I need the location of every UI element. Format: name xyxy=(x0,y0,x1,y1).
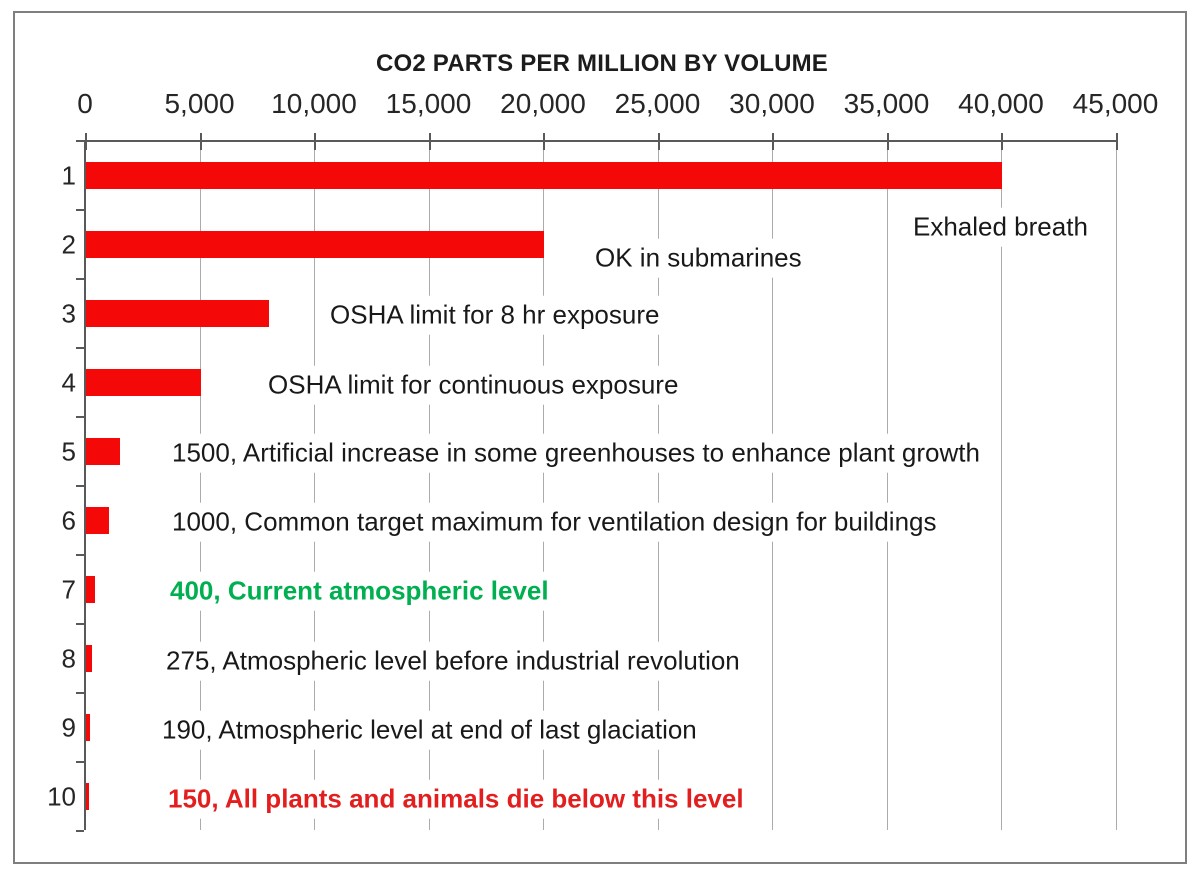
x-axis-tick-25,000 xyxy=(657,133,660,150)
y-axis-tick-9 xyxy=(76,761,84,763)
x-axis-label-0: 0 xyxy=(77,88,93,119)
bar-label-3: OSHA limit for 8 hr exposure xyxy=(320,295,670,335)
bar-row-5 xyxy=(86,438,121,465)
bar-label-5: 1500, Artificial increase in some greenh… xyxy=(162,433,990,473)
x-axis-label-40,000: 40,000 xyxy=(958,88,1044,119)
category-label-7: 7 xyxy=(61,574,76,604)
gridline-35,000 xyxy=(886,140,888,830)
bar-label-10: 150, All plants and animals die below th… xyxy=(158,779,754,819)
chart-title: CO2 PARTS PER MILLION BY VOLUME xyxy=(375,50,829,77)
bar-row-10 xyxy=(86,783,90,810)
y-axis-tick-2 xyxy=(76,278,84,280)
x-axis-label-15,000: 15,000 xyxy=(385,88,472,119)
y-axis-tick-1 xyxy=(76,209,84,211)
bar-label-4: OSHA limit for continuous exposure xyxy=(258,365,689,405)
bar-label-1: Exhaled breath xyxy=(903,207,1098,247)
x-axis-tick-35,000 xyxy=(886,133,889,150)
x-axis-tick-45,000 xyxy=(1115,133,1118,150)
gridline-25,000 xyxy=(657,140,659,830)
bar-row-6 xyxy=(86,507,109,534)
category-label-2: 2 xyxy=(61,229,76,259)
gridline-30,000 xyxy=(772,140,773,830)
bar-label-8: 275, Atmospheric level before industrial… xyxy=(156,641,750,681)
y-axis-tick-3 xyxy=(76,347,84,349)
y-axis-line xyxy=(84,140,86,830)
y-axis-tick-5 xyxy=(76,485,84,487)
gridline-20,000 xyxy=(543,140,544,830)
bar-row-2 xyxy=(86,231,544,258)
x-axis-label-45,000: 45,000 xyxy=(1072,88,1159,119)
category-label-10: 10 xyxy=(47,781,76,811)
x-axis-tick-15,000 xyxy=(428,133,431,150)
gridline-40,000 xyxy=(1001,140,1002,830)
gridline-5,000 xyxy=(199,140,201,830)
y-axis-tick-7 xyxy=(76,623,84,625)
gridline-45,000 xyxy=(1115,140,1117,830)
bar-row-3 xyxy=(86,300,270,327)
bar-label-6: 1000, Common target maximum for ventilat… xyxy=(162,502,947,542)
bar-label-9: 190, Atmospheric level at end of last gl… xyxy=(152,710,707,750)
y-axis-tick-10 xyxy=(76,830,84,832)
category-label-8: 8 xyxy=(61,643,76,673)
bar-row-4 xyxy=(86,369,201,396)
x-axis-label-5,000: 5,000 xyxy=(164,88,235,119)
category-label-4: 4 xyxy=(61,367,76,397)
x-axis-label-10,000: 10,000 xyxy=(271,88,357,119)
x-axis-tick-30,000 xyxy=(772,133,774,150)
x-axis-tick-5,000 xyxy=(199,133,202,150)
x-axis-tick-20,000 xyxy=(543,133,545,150)
category-label-5: 5 xyxy=(61,436,76,466)
y-axis-tick-8 xyxy=(76,692,84,694)
x-axis-tick-40,000 xyxy=(1001,133,1003,150)
x-axis-tick-10,000 xyxy=(314,133,316,150)
x-axis-label-35,000: 35,000 xyxy=(843,88,930,119)
y-axis-tick-0 xyxy=(76,140,84,142)
x-axis-tick-0 xyxy=(85,133,87,150)
gridline-15,000 xyxy=(428,140,430,830)
y-axis-tick-4 xyxy=(76,416,84,418)
x-axis-label-25,000: 25,000 xyxy=(614,88,701,119)
gridline-10,000 xyxy=(314,140,315,830)
y-axis-tick-6 xyxy=(76,554,84,556)
bar-row-7 xyxy=(86,576,96,603)
x-axis-line xyxy=(85,140,1118,142)
x-axis-label-20,000: 20,000 xyxy=(500,88,586,119)
bar-row-1 xyxy=(86,162,1002,189)
category-label-9: 9 xyxy=(61,712,76,742)
category-label-3: 3 xyxy=(61,298,76,328)
category-label-6: 6 xyxy=(61,505,76,535)
x-axis-label-30,000: 30,000 xyxy=(729,88,815,119)
bar-row-8 xyxy=(86,645,93,672)
category-label-1: 1 xyxy=(61,160,76,190)
bar-label-2: OK in submarines xyxy=(585,238,812,278)
bar-label-7: 400, Current atmospheric level xyxy=(160,571,559,611)
bar-row-9 xyxy=(86,714,91,741)
